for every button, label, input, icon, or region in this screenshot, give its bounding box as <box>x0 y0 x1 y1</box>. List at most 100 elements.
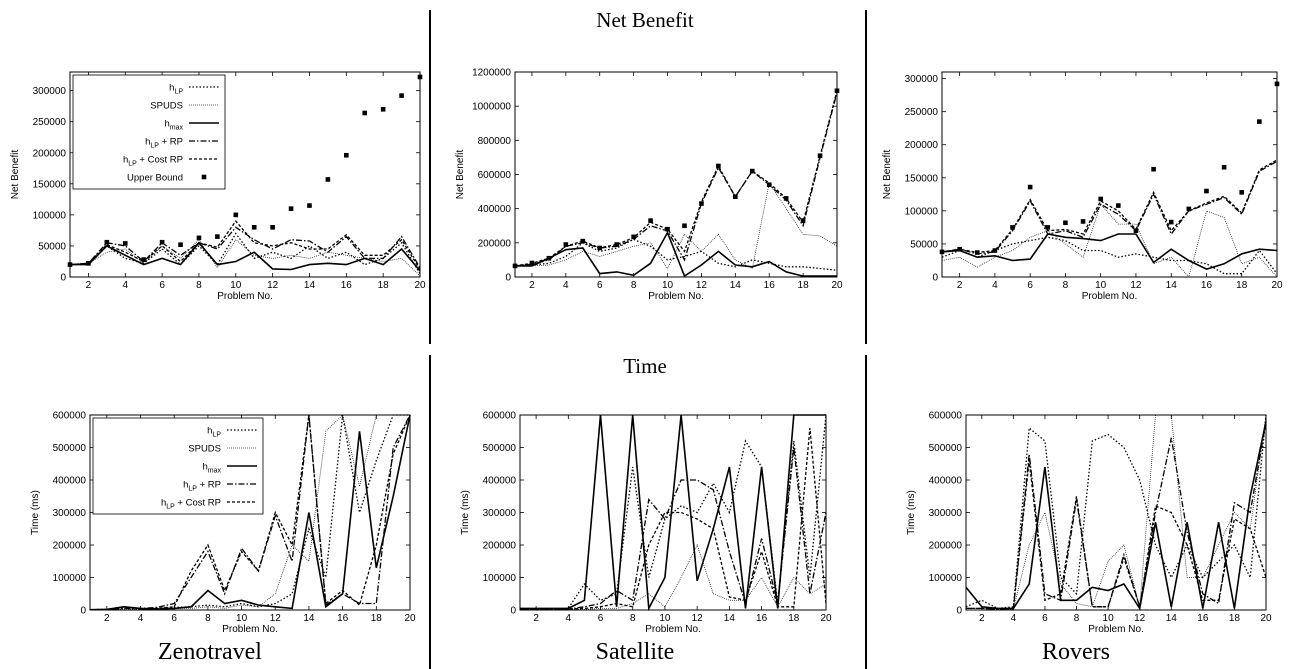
x-tick-label: 10 <box>236 613 248 624</box>
y-axis-label: Net Benefit <box>882 150 893 200</box>
legend-label: SPUDS <box>188 444 221 455</box>
y-tick-label: 200000 <box>929 541 963 552</box>
x-tick-label: 14 <box>1166 613 1178 624</box>
point-upper-bound <box>682 223 687 229</box>
x-tick-label: 16 <box>764 280 776 291</box>
y-axis-label: Time (ms) <box>460 490 471 535</box>
y-tick-label: 600000 <box>929 411 963 422</box>
series-line-hmax <box>941 233 1278 270</box>
legend-label: hLP + RP <box>183 480 221 493</box>
rovers-title: Rovers <box>1042 639 1110 665</box>
point-upper-bound <box>122 241 128 246</box>
point-upper-bound <box>1221 164 1227 170</box>
y-tick-label: 100000 <box>53 573 87 584</box>
x-tick-label: 6 <box>159 280 165 291</box>
x-tick-label: 14 <box>724 613 736 624</box>
point-upper-bound <box>614 242 619 247</box>
t-rov-chart: 0 100000 200000 300000 400000 500000 600000 2 4 6… <box>906 411 1272 636</box>
x-tick-label: 6 <box>1027 280 1033 291</box>
nb-rov-frame <box>941 71 1278 278</box>
point-upper-bound <box>86 261 91 266</box>
series-line-hlp-cost-rp <box>514 90 838 267</box>
series-line-hlp-rp <box>520 447 827 611</box>
nb-sat-frame <box>514 71 838 278</box>
x-tick-label: 18 <box>378 280 390 291</box>
x-tick-label: 6 <box>1042 613 1048 624</box>
point-upper-bound <box>783 196 789 201</box>
point-upper-bound <box>417 74 423 80</box>
x-tick-label: 2 <box>957 280 963 291</box>
legend-label: hLP + Cost RP <box>161 498 221 511</box>
series-line-hmax <box>89 414 411 611</box>
point-upper-bound <box>1257 119 1262 124</box>
nb-zeno-chart: 0 50000 100000 150000 200000 250000 300000 2 4 6 8… <box>10 71 426 302</box>
point-upper-bound <box>580 238 586 244</box>
y-axis-label: Time (ms) <box>30 490 41 535</box>
point-upper-bound <box>992 248 998 253</box>
y-tick-label: 400000 <box>478 204 512 215</box>
point-upper-bound <box>215 234 220 239</box>
x-tick-label: 4 <box>563 280 569 291</box>
y-tick-label: 500000 <box>929 443 963 454</box>
y-tick-label: 400000 <box>53 476 87 487</box>
point-upper-bound <box>380 106 386 112</box>
y-tick-label: 1200000 <box>472 68 511 79</box>
series-line-hlp <box>965 414 1267 610</box>
point-upper-bound <box>67 262 73 267</box>
series-line-hlp-cost-rp <box>69 220 421 270</box>
x-tick-label: 18 <box>1236 280 1248 291</box>
x-tick-label: 4 <box>122 280 128 291</box>
series-line-spuds <box>515 181 838 270</box>
point-upper-bound <box>749 168 755 174</box>
t-zeno-chart: 0 100000 200000 300000 400000 500000 600000 2 4 6… <box>30 411 416 636</box>
x-tick-label: 16 <box>1197 613 1209 624</box>
x-tick-label: 12 <box>267 280 279 291</box>
x-tick-label: 8 <box>630 613 636 624</box>
point-upper-bound <box>1045 225 1051 230</box>
point-upper-bound <box>939 249 945 255</box>
nb-sat-chart: 0 200000 400000 600000 800000 1000000 1200000 2… <box>455 68 843 303</box>
legend-label: SPUDS <box>150 101 183 112</box>
x-tick-label: 2 <box>533 613 539 624</box>
legend-swatch <box>201 174 207 180</box>
x-tick-label: 8 <box>1063 280 1069 291</box>
x-tick-label: 16 <box>756 613 768 624</box>
series-line-spuds <box>89 414 410 611</box>
point-upper-bound <box>597 245 603 251</box>
point-upper-bound <box>733 194 738 200</box>
y-tick-label: 200000 <box>905 140 939 151</box>
y-tick-label: 200000 <box>33 148 67 159</box>
point-upper-bound <box>159 239 165 245</box>
point-upper-bound <box>648 218 653 223</box>
y-tick-label: 150000 <box>905 173 939 184</box>
x-tick-label: 18 <box>798 280 810 291</box>
nb-rov-chart: 0 50000 100000 150000 200000 250000 300000 2 4 6 8… <box>882 71 1283 302</box>
point-upper-bound <box>1151 166 1156 172</box>
y-tick-label: 300000 <box>905 74 939 85</box>
t-zeno-legend: hLP SPUDS hmax hLP + RP hLP + Cost RP <box>92 417 264 515</box>
point-upper-bound <box>512 263 518 269</box>
x-axis-label: Problem No. <box>217 291 273 302</box>
y-tick-label: 200000 <box>478 238 512 249</box>
y-tick-label: 250000 <box>33 117 67 128</box>
y-tick-label: 400000 <box>929 476 963 487</box>
nb-zeno-frame <box>69 71 421 278</box>
series-line-spuds <box>941 203 1278 278</box>
point-upper-bound <box>817 153 823 159</box>
legend-box <box>72 74 226 190</box>
x-tick-label: 10 <box>1103 613 1115 624</box>
point-upper-bound <box>399 93 404 98</box>
point-upper-bound <box>1116 203 1121 208</box>
zenotravel-title: Zenotravel <box>158 639 262 665</box>
x-tick-label: 12 <box>1134 613 1146 624</box>
point-upper-bound <box>1204 188 1209 194</box>
y-tick-label: 400000 <box>483 476 517 487</box>
x-tick-label: 8 <box>205 613 211 624</box>
nb-zeno-legend: hLP SPUDS hmax hLP + RP hLP + Cost RP Upper B… <box>72 74 226 190</box>
x-tick-label: 6 <box>598 613 604 624</box>
x-tick-label: 2 <box>86 280 92 291</box>
y-tick-label: 100000 <box>33 210 67 221</box>
series-line-hlp-rp <box>941 160 1278 255</box>
point-upper-bound <box>196 235 202 241</box>
x-tick-label: 6 <box>597 280 603 291</box>
